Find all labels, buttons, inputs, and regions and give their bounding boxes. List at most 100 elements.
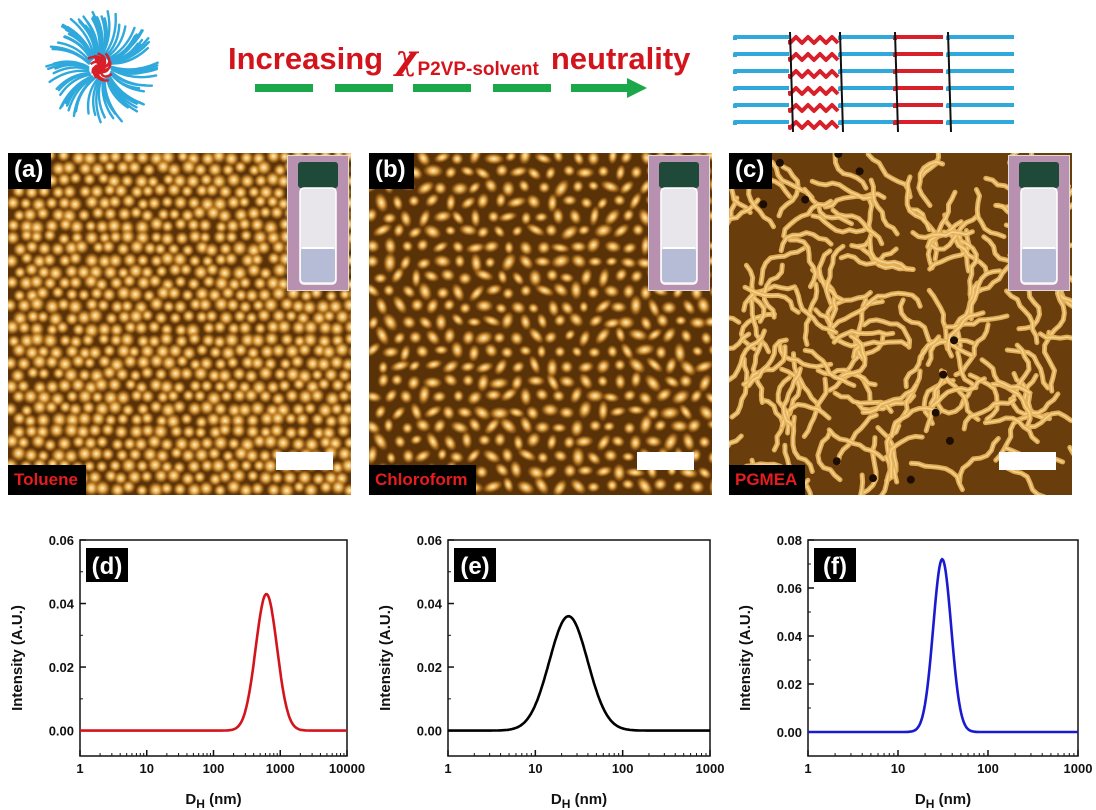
vial-photo-a (287, 155, 349, 291)
dls-curve (80, 592, 347, 732)
banner-right-text: neutrality (550, 41, 691, 76)
ps-chain (106, 26, 136, 61)
block-chain (733, 103, 789, 108)
dls-curve (808, 557, 1078, 734)
vial-photo-b (648, 155, 710, 291)
y-tick-label: 0.06 (777, 581, 802, 596)
block-chain (946, 69, 1014, 74)
solvent-label-c: PGMEA (729, 465, 806, 495)
chart-label-box (814, 548, 856, 582)
block-chain (893, 103, 943, 108)
block-chain (788, 52, 840, 62)
dls-curve (448, 614, 710, 732)
block-chain (893, 120, 943, 125)
plot-frame (447, 539, 711, 757)
scale-bar-c (999, 452, 1056, 470)
chi-symbol: χ (395, 38, 418, 78)
ps-chain (49, 45, 91, 65)
ps-chain (69, 17, 96, 59)
afm-image-c (729, 153, 1072, 495)
ps-chain (86, 78, 99, 115)
block-chain (838, 35, 894, 40)
ps-chain (52, 66, 90, 75)
chart-panel-label: (e) (460, 553, 489, 580)
afm-panel-a: (a) Toluene (8, 153, 351, 495)
block-chain (893, 52, 943, 57)
plot-frame (807, 539, 1079, 757)
block-chain (733, 120, 789, 125)
ps-chain (100, 10, 111, 58)
y-axis-title: Intensity (A.U.) (737, 605, 754, 711)
increasing-arrow (255, 78, 647, 98)
ps-chain (67, 76, 95, 112)
x-tick-label: 10000 (329, 761, 365, 776)
y-axis-title: Intensity (A.U.) (9, 605, 26, 711)
solvent-label-a: Toluene (8, 465, 86, 495)
x-tick-label: 100 (612, 761, 634, 776)
ps-chain (110, 61, 159, 71)
y-tick-label: 0.08 (777, 533, 802, 548)
ps-chain (102, 78, 117, 116)
block-chain (788, 69, 840, 79)
block-chain (893, 86, 943, 91)
block-chain (946, 52, 1014, 57)
x-axis-title: DH (nm) (915, 791, 971, 810)
ps-chain (107, 33, 141, 62)
block-chain (838, 103, 894, 108)
x-tick-label: 1 (804, 761, 811, 776)
interface-line (789, 31, 794, 133)
vial-solution (301, 248, 335, 282)
block-chain (733, 86, 789, 91)
vial-photo-c (1008, 155, 1070, 291)
x-tick-label: 10 (528, 761, 542, 776)
ps-chain (74, 77, 96, 113)
vial-solution (1022, 248, 1056, 282)
x-tick-label: 10 (140, 761, 154, 776)
ps-chain (108, 74, 145, 106)
chart-label-box (86, 548, 128, 582)
chi-subscript: P2VP-solvent (417, 59, 539, 80)
x-axis-title: DH (nm) (185, 791, 241, 810)
block-chain (733, 52, 789, 57)
ps-chain (109, 72, 141, 90)
x-tick-label: 1000 (266, 761, 295, 776)
y-tick-label: 0.06 (49, 533, 74, 548)
dls-chart-d: 1 10 100 1000 10000 0.00 0.02 0.04 0.06 DH (nm) In… (0, 528, 365, 810)
panel-label-a: (a) (8, 153, 52, 189)
y-tick-label: 0.04 (49, 597, 75, 612)
y-axis-title: Intensity (A.U.) (377, 605, 394, 711)
y-tick-label: 0.00 (417, 724, 442, 739)
panel-label-c: (c) (729, 153, 773, 189)
ps-chain (70, 30, 94, 60)
y-tick-label: 0.04 (417, 597, 443, 612)
scale-bar-b (637, 452, 694, 470)
block-chain (946, 103, 1014, 108)
p2vp-core-chain (99, 52, 111, 70)
block-chain (788, 86, 840, 96)
ps-chain (47, 63, 90, 71)
x-tick-label: 1000 (696, 761, 725, 776)
ps-chain (48, 69, 90, 84)
interface-line (947, 31, 952, 133)
ps-chain (91, 78, 100, 117)
chart-panel-label: (f) (823, 553, 847, 580)
ps-chain (97, 78, 106, 119)
block-chain (893, 69, 943, 74)
interface-line (839, 31, 844, 133)
chart-panel-label: (d) (92, 553, 123, 580)
block-chain (788, 103, 840, 113)
ps-chain (109, 43, 142, 64)
ps-chain (59, 75, 93, 110)
afm-panel-c: (c) PGMEA (729, 153, 1072, 495)
ps-chain (59, 73, 92, 97)
block-chain (838, 69, 894, 74)
vial-cap (1019, 162, 1059, 188)
block-chain (838, 120, 894, 125)
block-chain (838, 86, 894, 91)
ps-chain (110, 68, 158, 79)
vial-solution (662, 248, 696, 282)
lamellae-illustration (733, 31, 1014, 133)
ps-chain (60, 25, 94, 61)
vial-cap (659, 162, 699, 188)
block-chain (893, 35, 943, 40)
